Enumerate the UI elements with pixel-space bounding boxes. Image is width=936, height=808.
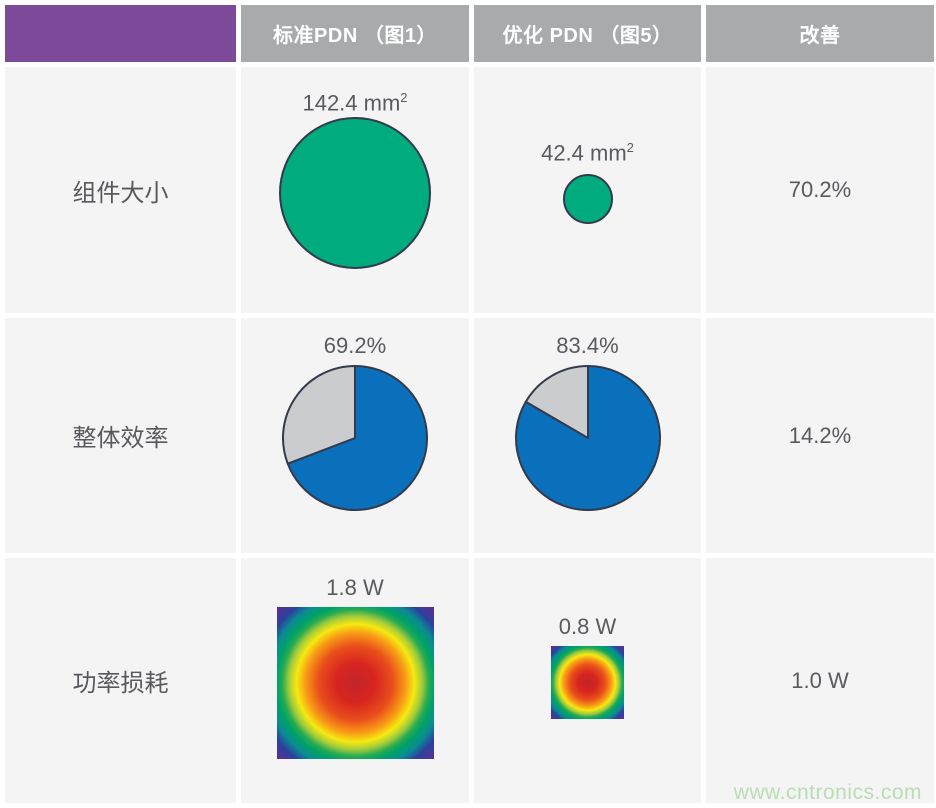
value-optimized-efficiency: 83.4%: [556, 332, 619, 358]
row-label-power-loss: 功率损耗: [72, 670, 169, 697]
value-standard-component-size: 142.4 mm2: [302, 90, 408, 116]
improvement-efficiency: 14.2%: [788, 422, 852, 448]
value-optimized-component-size: 42.4 mm2: [541, 140, 634, 166]
component-size-circle-standard: [278, 116, 432, 270]
header-label-optimized-pdn: 优化 PDN （图5）: [502, 25, 673, 47]
value-standard-efficiency: 69.2%: [323, 332, 387, 358]
cell-optimized-efficiency: 83.4%: [474, 318, 701, 553]
power-loss-heatmap-standard: [276, 606, 434, 759]
header-cell-blank: [5, 5, 236, 62]
comparison-table: 标准PDN （图1） 优化 PDN （图5） 改善 组件大小 142.4 mm2…: [5, 5, 934, 803]
cell-standard-component-size: 142.4 mm2: [241, 67, 469, 313]
header-cell-improvement: 改善: [706, 5, 934, 62]
row-label-component-size: 组件大小: [72, 179, 169, 207]
row-label-cell-power-loss: 功率损耗: [5, 558, 236, 803]
component-size-circle-optimized: [562, 173, 614, 225]
row-label-cell-component-size: 组件大小: [5, 67, 236, 313]
watermark: www.cntronics.com: [733, 781, 922, 804]
cell-optimized-component-size: 42.4 mm2: [474, 67, 701, 313]
header-label-improvement: 改善: [799, 25, 841, 47]
power-loss-heatmap-optimized: [551, 646, 624, 719]
cell-improvement-efficiency: 14.2%: [706, 318, 934, 553]
efficiency-pie-optimized: [513, 363, 663, 513]
header-cell-standard-pdn: 标准PDN （图1）: [241, 5, 469, 62]
cell-improvement-component-size: 70.2%: [706, 67, 934, 313]
header-cell-optimized-pdn: 优化 PDN （图5）: [474, 5, 701, 62]
cell-standard-efficiency: 69.2%: [241, 318, 469, 553]
header-label-standard-pdn: 标准PDN （图1）: [273, 25, 437, 47]
efficiency-pie-standard: [280, 363, 430, 513]
cell-standard-power-loss: 1.8 W: [241, 558, 469, 803]
value-standard-power-loss: 1.8 W: [326, 574, 384, 600]
cell-optimized-power-loss: 0.8 W: [474, 558, 701, 803]
cell-improvement-power-loss: 1.0 W: [706, 558, 934, 803]
value-optimized-power-loss: 0.8 W: [558, 614, 617, 639]
row-label-cell-efficiency: 整体效率: [5, 318, 236, 553]
improvement-power-loss: 1.0 W: [791, 667, 849, 693]
improvement-component-size: 70.2%: [788, 177, 852, 202]
row-label-efficiency: 整体效率: [72, 425, 169, 452]
